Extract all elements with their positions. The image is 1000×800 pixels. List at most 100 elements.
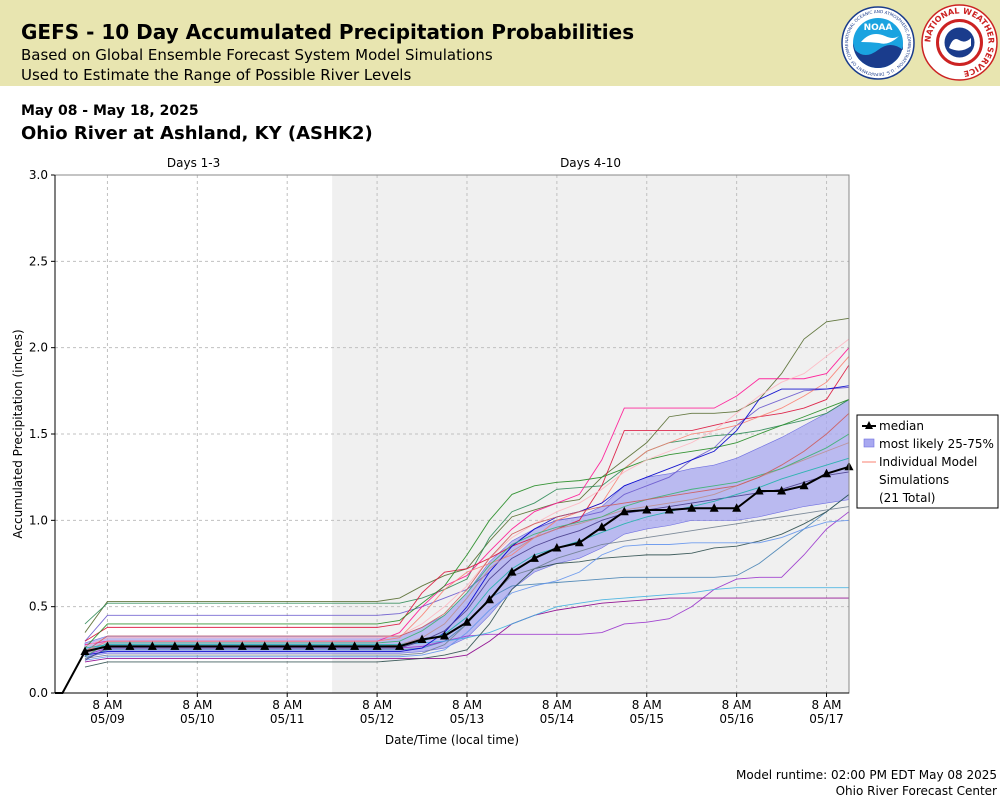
location-title: Ohio River at Ashland, KY (ASHK2)	[21, 123, 373, 144]
median-marker	[484, 594, 494, 604]
y-tick-label: 1.5	[29, 427, 48, 441]
legend-members-label-3: (21 Total)	[879, 491, 935, 505]
chart-axes	[51, 174, 850, 697]
noaa-logo: NOAA NATIONAL OCEANIC AND ATMOSPHERIC AD…	[841, 6, 915, 80]
y-tick-label: 2.0	[29, 341, 48, 355]
median-marker	[260, 641, 270, 650]
y-tick-label: 0.0	[29, 686, 48, 700]
median-marker	[440, 631, 450, 640]
x-tick-label-date: 05/09	[90, 712, 125, 726]
legend-median-label: median	[879, 419, 924, 433]
x-tick-label-time: 8 AM	[542, 698, 572, 712]
x-axis-label: Date/Time (local time)	[385, 733, 519, 747]
median-marker	[102, 641, 112, 650]
median-marker	[754, 485, 764, 495]
x-tick-label-time: 8 AM	[722, 698, 752, 712]
legend-members-label-1: Individual Model	[879, 455, 977, 469]
member-line-10	[84, 356, 850, 652]
header-banner: GEFS - 10 Day Accumulated Precipitation …	[0, 0, 1000, 86]
member-line-6	[84, 597, 849, 663]
median-marker	[687, 503, 697, 512]
x-tick-label-time: 8 AM	[92, 698, 122, 712]
member-line-11	[84, 494, 850, 668]
member-line-19	[84, 471, 850, 661]
median-marker	[822, 468, 832, 478]
x-tick-label-date: 05/13	[450, 712, 485, 726]
x-tick-label-date: 05/10	[180, 712, 215, 726]
x-tick-label-time: 8 AM	[632, 698, 662, 712]
subtitle-line-1: Based on Global Ensemble Forecast System…	[21, 46, 493, 64]
x-tick-label-date: 05/12	[360, 712, 395, 726]
chart-labels: Days 1-3 Days 4-10 0.0 0.5 1.0 1.5 2.0 2.5 3.0 8 …	[11, 156, 844, 747]
x-tick-label-date: 05/14	[540, 712, 575, 726]
median-marker	[237, 641, 247, 650]
median-marker	[327, 641, 337, 650]
legend-members-label-2: Simulations	[879, 473, 949, 487]
median-marker	[462, 617, 472, 626]
y-tick-label: 2.5	[29, 254, 48, 268]
legend-band-label: most likely 25-75%	[879, 437, 994, 451]
member-line-15	[84, 519, 850, 661]
member-lines-layer	[84, 317, 850, 668]
median-marker	[799, 480, 809, 490]
median-marker	[147, 641, 157, 650]
member-line-9	[84, 364, 850, 642]
median-marker	[170, 641, 180, 650]
median-marker	[732, 503, 742, 512]
x-tick-label-time: 8 AM	[362, 698, 392, 712]
y-tick-label: 3.0	[29, 168, 48, 182]
median-marker	[664, 504, 674, 514]
median-marker	[372, 641, 382, 650]
median-marker	[574, 537, 584, 547]
member-line-13	[84, 385, 850, 656]
median-marker	[282, 641, 292, 650]
member-line-17	[84, 338, 850, 647]
legend-median-marker	[865, 421, 873, 429]
median-marker	[395, 641, 405, 650]
page-title: GEFS - 10 Day Accumulated Precipitation …	[21, 20, 635, 44]
median-marker	[529, 553, 539, 562]
period-label-2: Days 4-10	[560, 156, 621, 170]
noaa-logo-text: NOAA	[864, 23, 893, 33]
x-tick-label-date: 05/15	[629, 712, 664, 726]
x-tick-label-date: 05/11	[270, 712, 305, 726]
median-marker	[305, 641, 315, 650]
member-line-21	[84, 457, 850, 649]
median-marker	[507, 567, 517, 576]
member-line-2	[84, 399, 850, 625]
subtitle-line-2: Used to Estimate the Range of Possible R…	[21, 66, 412, 84]
x-tick-label-time: 8 AM	[182, 698, 212, 712]
median-layer	[55, 461, 854, 694]
x-tick-label-date: 05/17	[809, 712, 844, 726]
y-tick-label: 0.5	[29, 600, 48, 614]
median-marker	[192, 641, 202, 650]
median-marker	[709, 503, 719, 512]
median-marker	[125, 641, 135, 650]
legend-band-swatch	[863, 438, 875, 448]
member-line-20	[84, 412, 850, 652]
median-marker	[619, 506, 629, 516]
member-line-12	[84, 399, 850, 649]
y-tick-label: 1.0	[29, 513, 48, 527]
legend-box	[856, 414, 999, 509]
median-marker	[552, 542, 562, 552]
x-tick-label-time: 8 AM	[812, 698, 842, 712]
model-runtime: Model runtime: 02:00 PM EDT May 08 2025	[736, 768, 997, 782]
x-tick-label-time: 8 AM	[452, 698, 482, 712]
median-marker	[642, 504, 652, 514]
chart-legend: median most likely 25-75% Individual Model…	[856, 414, 999, 509]
x-tick-label-time: 8 AM	[272, 698, 302, 712]
median-marker	[777, 485, 787, 495]
median-marker	[215, 641, 225, 650]
x-tick-label-date: 05/16	[719, 712, 754, 726]
median-marker	[80, 646, 90, 656]
member-line-18	[84, 433, 850, 658]
y-axis-label: Accumulated Precipitation (inches)	[11, 329, 25, 538]
median-marker	[417, 634, 427, 643]
forecast-center: Ohio River Forecast Center	[835, 784, 997, 798]
median-marker	[597, 522, 607, 531]
nws-logo: NATIONAL WEATHER SERVICE	[921, 4, 998, 81]
period-label-1: Days 1-3	[167, 156, 220, 170]
median-marker	[350, 641, 360, 650]
